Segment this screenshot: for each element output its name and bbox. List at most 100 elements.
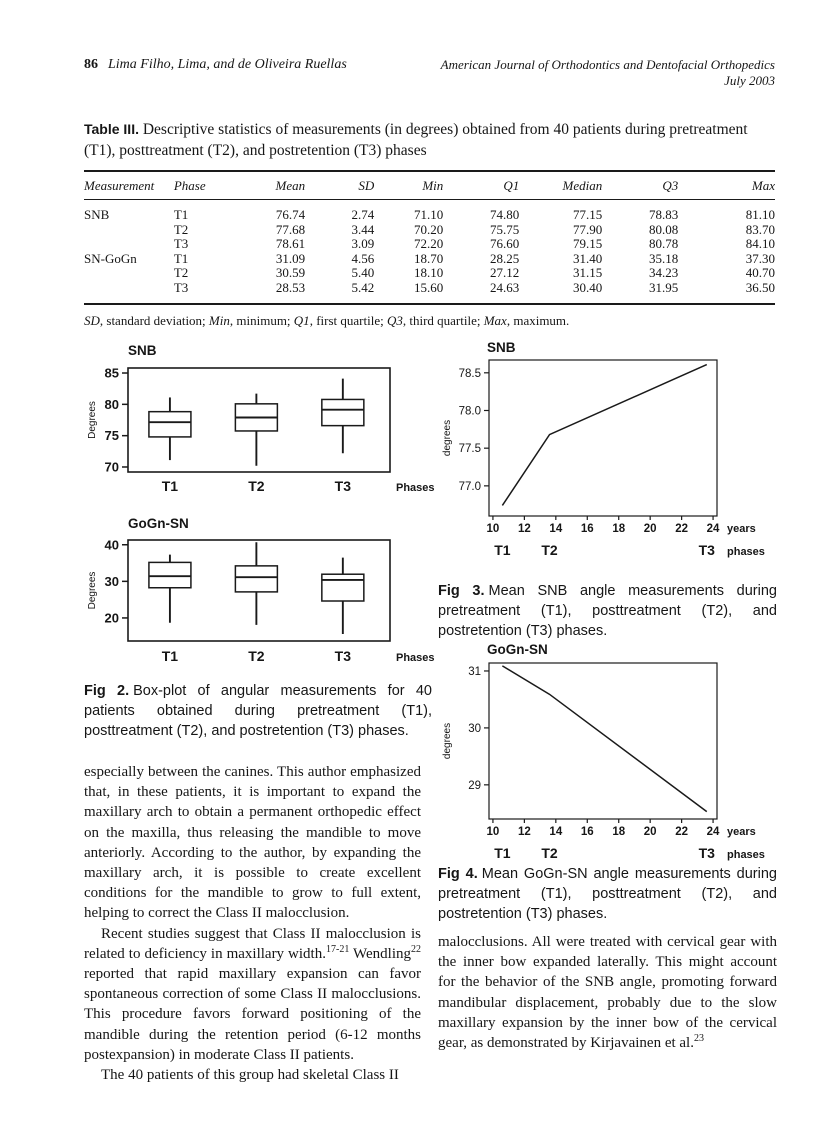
body-column-left: especially between the canines. This aut… [84,762,421,1085]
reference-superscript: 22 [411,943,422,955]
table-cell [84,223,174,238]
y-tick-label: 80 [105,397,119,412]
x-axis-label: Phases [396,482,435,494]
table-cell: 3.44 [351,221,375,237]
table-cell: 31.15 [572,265,603,281]
footnote-segment: Q3 [386,312,403,328]
table-cell: 71.10 [414,207,444,222]
table-cell: 76.60 [490,236,520,252]
table-cell: 31.09 [275,250,306,266]
box-T3 [321,557,365,635]
y-tick-label: 75 [105,428,119,443]
table-footnote: SD, standard deviation; Min, minimum; Q1… [84,313,775,329]
journal-title: American Journal of Orthodontics and Den… [440,57,775,72]
iqr-box [234,565,279,593]
phase-label: T1 [494,845,511,861]
table-cell: 77.15 [572,207,603,222]
y-axis-label: degrees [442,420,453,456]
table-cell: 2.74 [351,207,375,222]
y-tick-label: 31 [468,666,481,678]
fig3-snb-linechart: SNB 77.0 77.5 78.0 78.5 10 12 14 16 18 20 22 24 years… [442,340,765,558]
fig2-caption-text: Box-plot of angular measurements for 40 … [84,683,432,739]
x-tick-label: 14 [549,523,562,535]
table-cell: 76.74 [275,207,306,222]
category-label: T1 [162,648,179,664]
category-label: T1 [162,478,179,494]
x-tick-label: 16 [581,523,594,535]
fig3-caption-text: Mean SNB angle measurements during pretr… [438,583,777,639]
table-cell: 30.40 [572,279,603,295]
x-tick-label: 14 [549,826,562,838]
table-cell: T1 [173,250,189,266]
x-tick-label: 18 [612,523,625,535]
table-cell: 40.70 [745,265,775,281]
column-header: Mean [236,171,306,200]
text-segment: especially between the canines. This aut… [84,764,421,922]
footnote-segment: Q1 [293,312,310,328]
table-cell: 74.80 [490,207,520,222]
box-T1 [148,397,192,461]
chart-title: GoGn-SN [128,516,189,531]
table-cell: 80.08 [648,221,679,237]
fig3-caption-label: Fig 3. [438,583,485,599]
category-label: T2 [248,648,265,664]
table-cell: 79.15 [572,236,603,252]
table-caption-text: Descriptive statistics of measurements (… [84,121,748,159]
x-tick-label: 20 [644,826,657,838]
x-tick-label: 12 [518,826,531,838]
table-cell: SNB [84,207,110,222]
column-header: Measurement [84,171,174,200]
body-paragraph: The 40 patients of this group had skelet… [84,1065,421,1085]
category-label: T2 [248,478,265,494]
y-tick-label: 70 [105,459,119,474]
table-cell: 30.59 [275,265,306,281]
x-tick-label: 22 [675,523,688,535]
table-cell: 3.09 [351,236,375,252]
column-header: SD [305,171,375,200]
text-segment: The 40 patients of this group had skelet… [101,1067,399,1084]
running-header-left: 86 Lima Filho, Lima, and de Oliveira Ruel… [84,57,347,89]
table-cell: T1 [173,207,189,222]
table-cell: 15.60 [414,279,444,295]
y-tick-label: 29 [468,780,481,792]
table-cell: 31.40 [572,250,603,266]
y-tick-label: 77.0 [459,481,481,493]
x-tick-label: 16 [581,826,594,838]
x-tick-label: 10 [487,826,500,838]
table-cell: 28.25 [490,250,520,266]
x-tick-label: 20 [644,523,657,535]
fig4-caption-text: Mean GoGn-SN angle measurements during p… [438,866,777,922]
chart-title: SNB [487,340,516,355]
x-tick-label: 24 [707,523,720,535]
stats-table: Measurement Phase Mean SD Min Q1 Median Q3 Max S… [84,170,775,305]
y-tick-label: 30 [468,723,481,735]
issue-date: July 2003 [724,73,775,88]
running-header: 86 Lima Filho, Lima, and de Oliveira Ruel… [84,57,775,89]
y-axis-label: Degrees [87,572,98,610]
column-header: Max [678,171,775,200]
fig2-caption-label: Fig 2. [84,683,130,699]
iqr-box [148,410,192,438]
running-header-right: American Journal of Orthodontics and Den… [441,57,775,89]
x-tick-label: 24 [707,826,720,838]
footnote-segment: , third quartile; [402,312,484,328]
table-cell: T2 [173,265,189,281]
phase-label: T3 [699,845,716,861]
y-tick-label: 77.5 [459,443,481,455]
iqr-box [148,561,192,589]
table-cell: T3 [173,236,189,252]
table-cell: 34.23 [648,265,679,281]
table-cell: 27.12 [490,265,520,281]
table-cell: T2 [173,221,189,237]
table-cell: 80.78 [648,236,679,252]
category-label: T3 [335,648,352,664]
plot-frame [488,359,718,517]
table-cell: SN-GoGn [84,250,137,266]
footnote-segment: , minimum; [229,312,294,328]
table-cell: 77.90 [572,221,603,237]
table-cell: 78.61 [275,236,306,252]
trend-line [501,665,708,813]
plot-frame [488,662,718,820]
column-header: Q1 [443,171,520,200]
table-cell: 18.70 [414,250,444,266]
